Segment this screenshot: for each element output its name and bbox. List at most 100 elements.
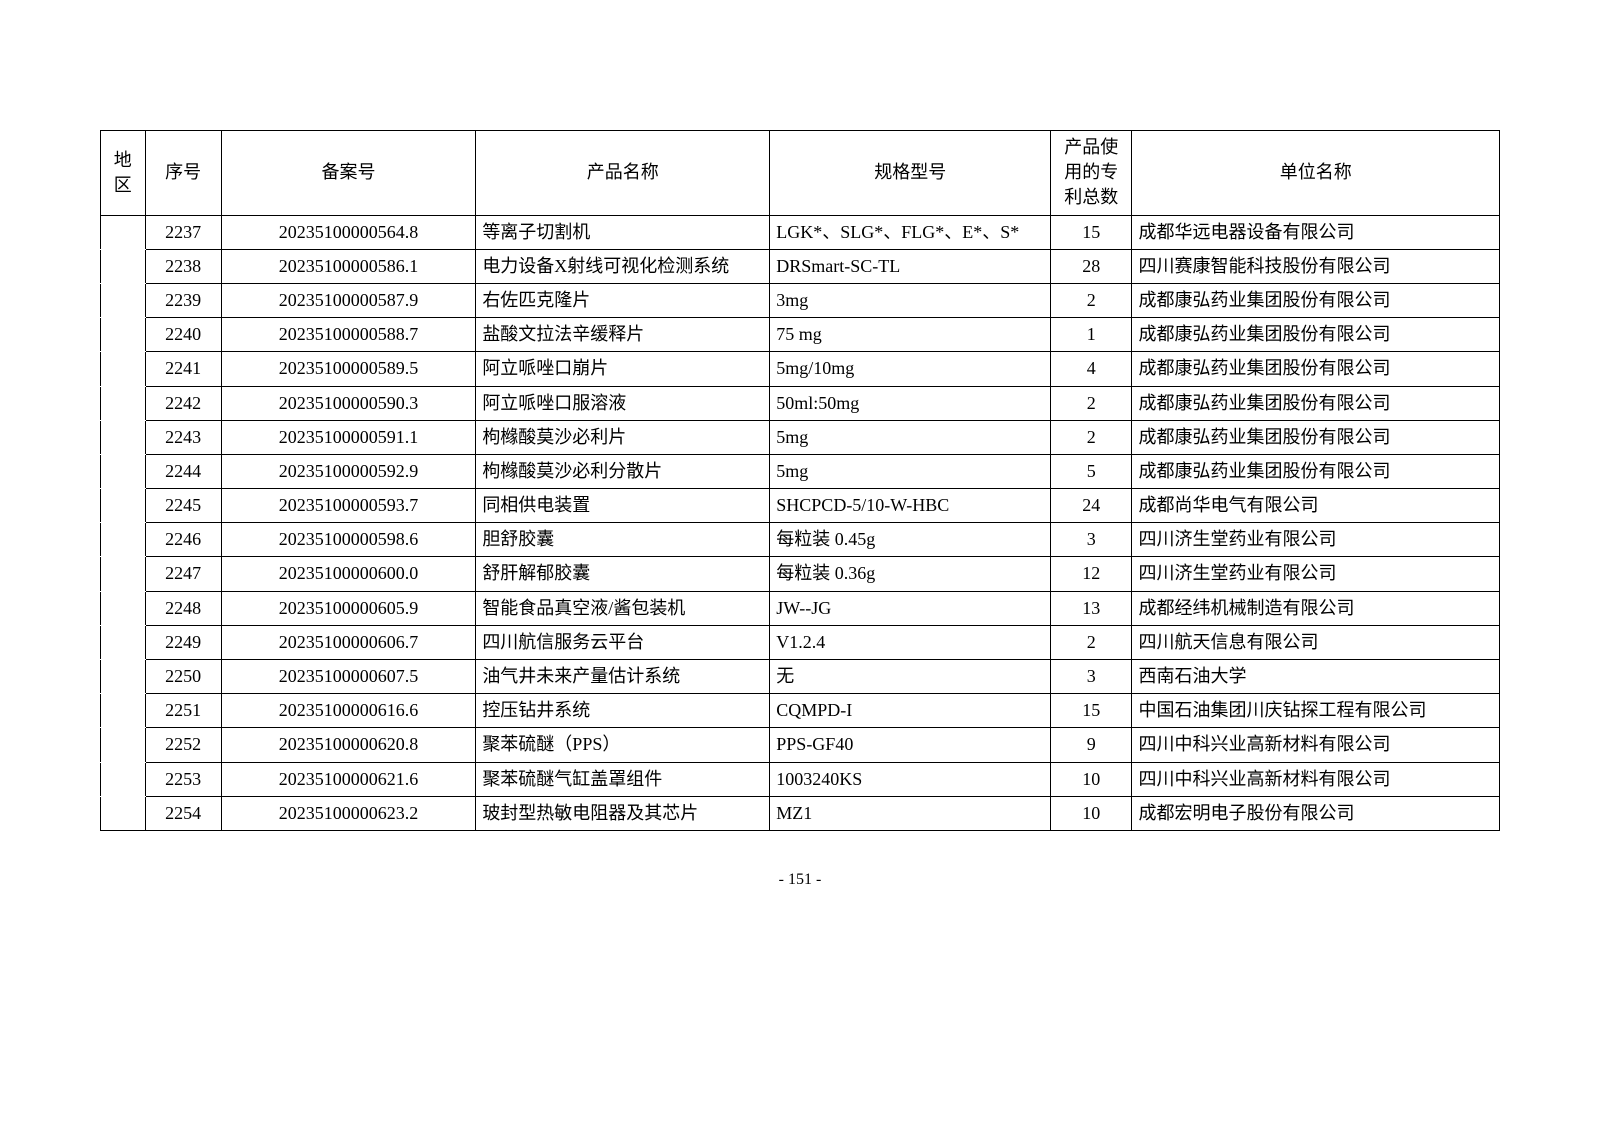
cell-spec: 5mg (770, 420, 1051, 454)
cell-product: 舒肝解郁胶囊 (476, 557, 770, 591)
table-row: 224420235100000592.9枸橼酸莫沙必利分散片5mg5成都康弘药业… (101, 454, 1500, 488)
table-row: 224920235100000606.7四川航信服务云平台V1.2.42四川航天… (101, 625, 1500, 659)
table-row: 225020235100000607.5油气井未来产量估计系统无3西南石油大学 (101, 660, 1500, 694)
cell-product: 枸橼酸莫沙必利片 (476, 420, 770, 454)
cell-region (101, 420, 146, 454)
cell-filing: 20235100000588.7 (221, 318, 476, 352)
cell-product: 四川航信服务云平台 (476, 625, 770, 659)
cell-filing: 20235100000564.8 (221, 215, 476, 249)
cell-region (101, 454, 146, 488)
cell-patent: 15 (1051, 694, 1132, 728)
cell-filing: 20235100000586.1 (221, 249, 476, 283)
cell-seq: 2249 (145, 625, 221, 659)
table-header-row: 地区 序号 备案号 产品名称 规格型号 产品使用的专利总数 单位名称 (101, 131, 1500, 216)
cell-company: 成都康弘药业集团股份有限公司 (1132, 420, 1500, 454)
cell-region (101, 557, 146, 591)
cell-patent: 10 (1051, 796, 1132, 830)
cell-seq: 2254 (145, 796, 221, 830)
cell-patent: 2 (1051, 386, 1132, 420)
cell-region (101, 728, 146, 762)
cell-filing: 20235100000592.9 (221, 454, 476, 488)
cell-company: 中国石油集团川庆钻探工程有限公司 (1132, 694, 1500, 728)
cell-spec: 1003240KS (770, 762, 1051, 796)
cell-spec: 3mg (770, 283, 1051, 317)
cell-patent: 24 (1051, 489, 1132, 523)
cell-company: 成都康弘药业集团股份有限公司 (1132, 386, 1500, 420)
header-company: 单位名称 (1132, 131, 1500, 216)
cell-filing: 20235100000590.3 (221, 386, 476, 420)
cell-product: 同相供电装置 (476, 489, 770, 523)
cell-company: 四川中科兴业高新材料有限公司 (1132, 728, 1500, 762)
cell-spec: 每粒装 0.45g (770, 523, 1051, 557)
cell-patent: 2 (1051, 625, 1132, 659)
table-row: 224620235100000598.6胆舒胶囊每粒装 0.45g3四川济生堂药… (101, 523, 1500, 557)
cell-patent: 3 (1051, 660, 1132, 694)
cell-patent: 2 (1051, 420, 1132, 454)
table-row: 224320235100000591.1枸橼酸莫沙必利片5mg2成都康弘药业集团… (101, 420, 1500, 454)
cell-company: 四川济生堂药业有限公司 (1132, 557, 1500, 591)
cell-patent: 28 (1051, 249, 1132, 283)
cell-patent: 12 (1051, 557, 1132, 591)
page-number: - 151 - (100, 871, 1500, 889)
cell-region (101, 318, 146, 352)
cell-region (101, 215, 146, 249)
cell-company: 四川赛康智能科技股份有限公司 (1132, 249, 1500, 283)
cell-spec: 每粒装 0.36g (770, 557, 1051, 591)
cell-company: 四川中科兴业高新材料有限公司 (1132, 762, 1500, 796)
cell-region (101, 523, 146, 557)
cell-filing: 20235100000605.9 (221, 591, 476, 625)
table-row: 224820235100000605.9智能食品真空液/酱包装机JW--JG13… (101, 591, 1500, 625)
cell-region (101, 694, 146, 728)
table-row: 225120235100000616.6控压钻井系统CQMPD-I15中国石油集… (101, 694, 1500, 728)
cell-product: 油气井未来产量估计系统 (476, 660, 770, 694)
cell-seq: 2245 (145, 489, 221, 523)
cell-company: 成都尚华电气有限公司 (1132, 489, 1500, 523)
header-patent: 产品使用的专利总数 (1051, 131, 1132, 216)
cell-region (101, 352, 146, 386)
cell-seq: 2248 (145, 591, 221, 625)
header-filing: 备案号 (221, 131, 476, 216)
cell-company: 成都康弘药业集团股份有限公司 (1132, 352, 1500, 386)
cell-spec: 5mg/10mg (770, 352, 1051, 386)
table-row: 224220235100000590.3阿立哌唑口服溶液50ml:50mg2成都… (101, 386, 1500, 420)
cell-company: 西南石油大学 (1132, 660, 1500, 694)
cell-product: 阿立哌唑口服溶液 (476, 386, 770, 420)
cell-spec: 50ml:50mg (770, 386, 1051, 420)
table-row: 224720235100000600.0舒肝解郁胶囊每粒装 0.36g12四川济… (101, 557, 1500, 591)
cell-region (101, 762, 146, 796)
cell-filing: 20235100000591.1 (221, 420, 476, 454)
cell-patent: 2 (1051, 283, 1132, 317)
cell-seq: 2239 (145, 283, 221, 317)
table-row: 225220235100000620.8聚苯硫醚（PPS）PPS-GF409四川… (101, 728, 1500, 762)
cell-seq: 2240 (145, 318, 221, 352)
cell-company: 成都华远电器设备有限公司 (1132, 215, 1500, 249)
cell-region (101, 386, 146, 420)
cell-company: 四川济生堂药业有限公司 (1132, 523, 1500, 557)
cell-filing: 20235100000598.6 (221, 523, 476, 557)
cell-product: 盐酸文拉法辛缓释片 (476, 318, 770, 352)
cell-region (101, 660, 146, 694)
cell-filing: 20235100000589.5 (221, 352, 476, 386)
cell-region (101, 591, 146, 625)
table-row: 225320235100000621.6聚苯硫醚气缸盖罩组件1003240KS1… (101, 762, 1500, 796)
cell-filing: 20235100000621.6 (221, 762, 476, 796)
cell-product: 枸橼酸莫沙必利分散片 (476, 454, 770, 488)
cell-region (101, 489, 146, 523)
cell-seq: 2252 (145, 728, 221, 762)
cell-spec: CQMPD-I (770, 694, 1051, 728)
cell-product: 聚苯硫醚（PPS） (476, 728, 770, 762)
header-product: 产品名称 (476, 131, 770, 216)
cell-patent: 10 (1051, 762, 1132, 796)
cell-patent: 4 (1051, 352, 1132, 386)
table-row: 224520235100000593.7同相供电装置SHCPCD-5/10-W-… (101, 489, 1500, 523)
cell-seq: 2244 (145, 454, 221, 488)
cell-patent: 3 (1051, 523, 1132, 557)
table-row: 223820235100000586.1电力设备X射线可视化检测系统DRSmar… (101, 249, 1500, 283)
cell-product: 控压钻井系统 (476, 694, 770, 728)
cell-filing: 20235100000600.0 (221, 557, 476, 591)
cell-product: 等离子切割机 (476, 215, 770, 249)
cell-product: 聚苯硫醚气缸盖罩组件 (476, 762, 770, 796)
cell-patent: 15 (1051, 215, 1132, 249)
cell-company: 成都康弘药业集团股份有限公司 (1132, 283, 1500, 317)
cell-product: 胆舒胶囊 (476, 523, 770, 557)
